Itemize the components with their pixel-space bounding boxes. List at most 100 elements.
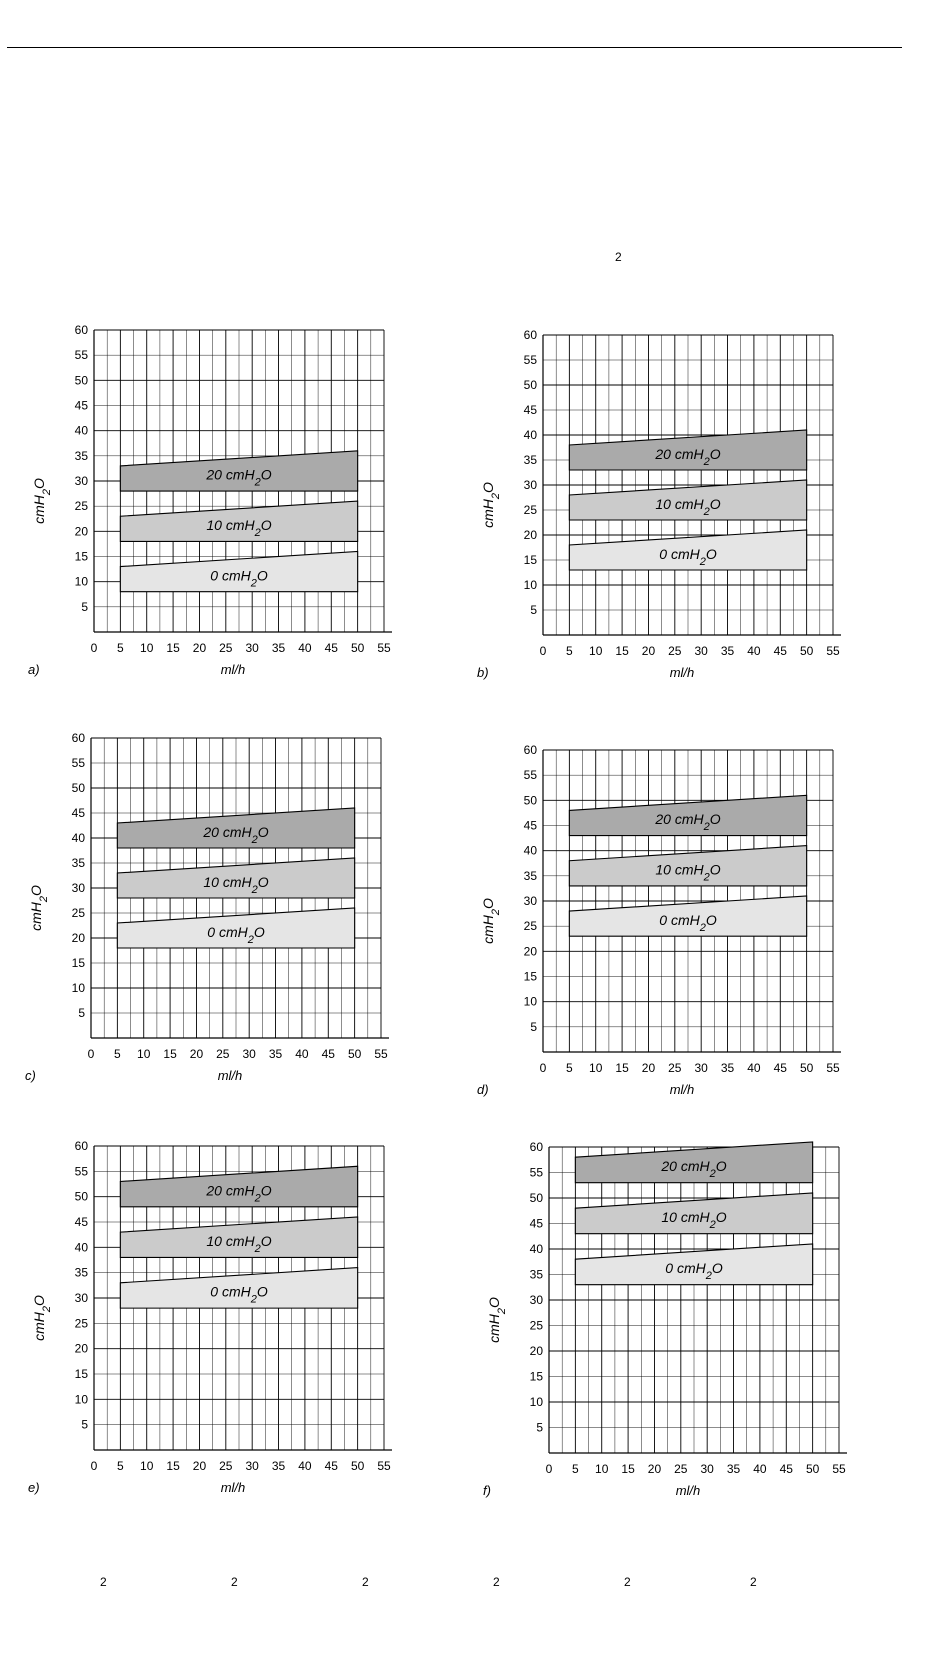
x-tick-label: 30 xyxy=(701,1462,715,1476)
y-tick-label: 25 xyxy=(524,503,538,517)
y-tick-label: 10 xyxy=(75,1392,89,1406)
y-axis-label: cmH2O xyxy=(31,1295,53,1341)
x-tick-label: 0 xyxy=(540,1061,547,1075)
band-20-cmh2o xyxy=(574,1141,814,1184)
band-label: 20 cmH2O xyxy=(202,824,268,846)
panel-label: c) xyxy=(25,1068,36,1083)
x-tick-label: 30 xyxy=(695,644,709,658)
y-tick-label: 35 xyxy=(524,453,538,467)
band-20-cmh2o xyxy=(116,807,356,849)
y-tick-label: 15 xyxy=(530,1370,544,1384)
y-tick-label: 45 xyxy=(75,399,89,413)
x-tick-label: 10 xyxy=(137,1047,151,1061)
chart-c: 20 cmH2O 10 cmH2O 0 cmH2O 5 10 15 20 25 30 35 40 45… xyxy=(25,731,389,1083)
band-label: 10 cmH2O xyxy=(655,496,720,518)
y-tick-label: 15 xyxy=(524,970,538,984)
x-tick-label: 0 xyxy=(91,641,98,655)
y-tick-label: 35 xyxy=(524,869,538,883)
y-tick-label: 10 xyxy=(524,578,538,592)
chart-b: 20 cmH2O 10 cmH2O 0 cmH2O 5 10 15 20 25 30 35 40 45… xyxy=(477,328,841,680)
x-tick-label: 20 xyxy=(193,641,207,655)
footer-marker-2: 2 xyxy=(231,1575,238,1589)
y-tick-label: 15 xyxy=(75,1367,89,1381)
y-tick-label: 10 xyxy=(75,575,89,589)
chart-d: 20 cmH2O 10 cmH2O 0 cmH2O 5 10 15 20 25 30 35 40 45… xyxy=(477,743,841,1097)
y-tick-label: 55 xyxy=(72,756,86,770)
band-label: 0 cmH2O xyxy=(665,1260,723,1282)
panel-label: a) xyxy=(28,662,40,677)
band-0-cmh2o xyxy=(119,550,359,593)
x-tick-label: 40 xyxy=(295,1047,309,1061)
x-tick-label: 35 xyxy=(727,1462,741,1476)
y-tick-label: 25 xyxy=(530,1319,544,1333)
band-20-cmh2o xyxy=(119,1165,359,1208)
panel-label: b) xyxy=(477,665,489,680)
y-tick-label: 15 xyxy=(72,956,86,970)
y-tick-label: 35 xyxy=(75,1266,89,1280)
chart-a: 20 cmH2O 10 cmH2O 0 cmH2O 5 10 15 20 25 30 35 40 45… xyxy=(28,323,392,677)
x-tick-label: 0 xyxy=(88,1047,95,1061)
y-tick-label: 40 xyxy=(524,428,538,442)
x-tick-label: 55 xyxy=(377,1459,391,1473)
x-tick-label: 25 xyxy=(216,1047,230,1061)
y-axis-label: cmH2O xyxy=(480,898,502,944)
footer-marker-3: 2 xyxy=(362,1575,369,1589)
chart-e: 20 cmH2O 10 cmH2O 0 cmH2O 5 10 15 20 25 30 35 40 45… xyxy=(28,1139,392,1495)
x-tick-label: 30 xyxy=(246,641,260,655)
x-tick-label: 55 xyxy=(832,1462,846,1476)
x-tick-label: 55 xyxy=(377,641,391,655)
band-10-cmh2o xyxy=(116,857,356,899)
x-tick-label: 30 xyxy=(246,1459,260,1473)
band-10-cmh2o xyxy=(119,500,359,542)
x-tick-label: 10 xyxy=(595,1462,609,1476)
x-tick-label: 5 xyxy=(566,1061,573,1075)
x-tick-label: 15 xyxy=(621,1462,635,1476)
x-tick-label: 50 xyxy=(348,1047,362,1061)
y-tick-label: 20 xyxy=(75,1342,89,1356)
x-tick-label: 40 xyxy=(298,1459,312,1473)
y-tick-label: 25 xyxy=(75,499,89,513)
x-tick-label: 35 xyxy=(721,644,735,658)
y-tick-label: 20 xyxy=(75,524,89,538)
x-tick-label: 30 xyxy=(243,1047,257,1061)
y-tick-label: 40 xyxy=(530,1242,544,1256)
x-tick-label: 25 xyxy=(674,1462,688,1476)
band-10-cmh2o xyxy=(119,1216,359,1259)
y-tick-label: 55 xyxy=(530,1166,544,1180)
y-tick-label: 50 xyxy=(72,781,86,795)
band-label: 10 cmH2O xyxy=(206,517,271,539)
band-label: 0 cmH2O xyxy=(207,924,265,946)
x-tick-label: 15 xyxy=(166,1459,180,1473)
x-tick-label: 50 xyxy=(351,641,365,655)
y-tick-label: 20 xyxy=(72,931,86,945)
band-20-cmh2o xyxy=(119,450,359,492)
x-tick-label: 45 xyxy=(325,1459,339,1473)
y-tick-label: 60 xyxy=(524,328,538,342)
x-tick-label: 20 xyxy=(642,644,656,658)
x-tick-label: 5 xyxy=(566,644,573,658)
y-tick-label: 45 xyxy=(72,806,86,820)
x-tick-label: 55 xyxy=(826,1061,840,1075)
x-tick-label: 50 xyxy=(806,1462,820,1476)
band-label: 20 cmH2O xyxy=(654,446,720,468)
x-tick-label: 15 xyxy=(615,644,629,658)
y-tick-label: 30 xyxy=(75,1291,89,1305)
x-tick-label: 50 xyxy=(351,1459,365,1473)
y-tick-label: 40 xyxy=(75,1240,89,1254)
y-tick-label: 50 xyxy=(524,378,538,392)
footer-marker-1: 2 xyxy=(100,1575,107,1589)
y-tick-label: 20 xyxy=(530,1344,544,1358)
x-tick-label: 40 xyxy=(753,1462,767,1476)
band-0-cmh2o xyxy=(568,529,808,571)
y-tick-label: 20 xyxy=(524,528,538,542)
x-tick-label: 45 xyxy=(322,1047,336,1061)
x-tick-label: 40 xyxy=(747,1061,761,1075)
x-tick-label: 0 xyxy=(546,1462,553,1476)
footer-marker-4: 2 xyxy=(493,1575,500,1589)
y-tick-label: 30 xyxy=(524,894,538,908)
y-tick-label: 40 xyxy=(75,424,89,438)
band-label: 20 cmH2O xyxy=(205,1182,271,1204)
x-tick-label: 10 xyxy=(589,644,603,658)
y-axis-label: cmH2O xyxy=(28,885,50,931)
x-tick-label: 45 xyxy=(780,1462,794,1476)
